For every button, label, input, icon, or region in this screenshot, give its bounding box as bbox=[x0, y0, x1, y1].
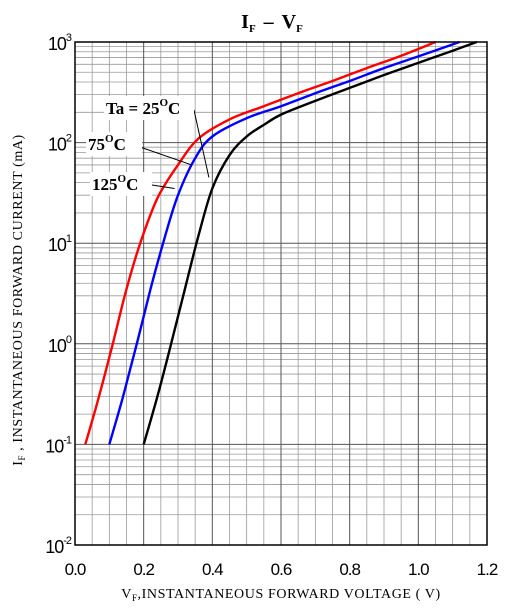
annotation-leader bbox=[139, 146, 192, 166]
y-tick-exponent: 0 bbox=[66, 334, 72, 346]
y-tick-base: 10 bbox=[48, 135, 67, 155]
x-tick-label: 0.8 bbox=[339, 560, 360, 579]
y-tick-label: 100 bbox=[48, 334, 72, 356]
y-tick-base: 10 bbox=[45, 436, 64, 456]
annotation-25c-base: Ta = 25 bbox=[106, 99, 159, 118]
y-tick-label: 101 bbox=[48, 233, 72, 255]
y-tick-exponent: 3 bbox=[66, 32, 72, 44]
y-tick-label: 103 bbox=[48, 32, 72, 54]
title-sub-f2: F bbox=[296, 23, 303, 35]
y-tick-base: 10 bbox=[48, 336, 67, 356]
annotation-leader bbox=[193, 109, 210, 178]
annotation-25c-sup: O bbox=[159, 97, 168, 109]
y-axis-label-text: , INSTANTANEOUS FORWARD CURRENT (mA) bbox=[11, 134, 26, 455]
annotation-75c: 75OC bbox=[88, 133, 126, 154]
y-tick-label: 10-2 bbox=[45, 535, 72, 557]
curve-75c bbox=[108, 40, 460, 445]
x-axis-label-v: V bbox=[121, 587, 132, 602]
annotation-125c: 125OC bbox=[92, 173, 138, 194]
curve-125c bbox=[84, 40, 436, 445]
title-i: I bbox=[241, 11, 249, 33]
annotation-leader bbox=[151, 184, 175, 189]
annotation-125c-base: 125 bbox=[92, 175, 118, 194]
y-tick-exponent: -2 bbox=[63, 535, 72, 547]
y-axis-label: IF , INSTANTANEOUS FORWARD CURRENT (mA) bbox=[11, 134, 27, 466]
annotation-25c: Ta = 25OC bbox=[106, 97, 180, 118]
x-tick-label: 0.2 bbox=[133, 560, 154, 579]
curves bbox=[84, 40, 478, 445]
chart-title: IF – VF bbox=[241, 11, 303, 35]
y-tick-base: 10 bbox=[45, 537, 64, 557]
y-tick-label: 10-1 bbox=[45, 434, 72, 456]
curve-25c bbox=[142, 40, 478, 445]
x-tick-label: 1.2 bbox=[477, 560, 498, 579]
annotation-125c-unit: C bbox=[126, 175, 138, 194]
title-dash: – bbox=[263, 11, 275, 33]
annotation-bg-125c bbox=[90, 172, 152, 196]
x-tick-labels: 0.0 0.2 0.4 0.6 0.8 1.0 1.2 bbox=[65, 560, 499, 579]
annotation-leaders bbox=[139, 109, 210, 189]
x-tick-label: 0.6 bbox=[271, 560, 292, 579]
annotation-bg-25c bbox=[104, 96, 194, 120]
y-axis-label-sub: F bbox=[17, 455, 27, 461]
x-axis-label-sub: F bbox=[132, 593, 138, 603]
annotation-25c-unit: C bbox=[168, 99, 180, 118]
annotation-75c-base: 75 bbox=[88, 135, 105, 154]
title-v: V bbox=[282, 11, 297, 33]
annotation-bg-75c bbox=[86, 132, 142, 156]
title-sub-f1: F bbox=[249, 23, 256, 35]
annotation-125c-sup: O bbox=[118, 173, 127, 185]
x-tick-label: 0.0 bbox=[65, 560, 86, 579]
y-tick-exponent: 2 bbox=[66, 133, 72, 145]
y-tick-label: 102 bbox=[48, 133, 72, 155]
y-tick-base: 10 bbox=[48, 34, 67, 54]
y-tick-exponent: 1 bbox=[66, 233, 72, 245]
x-axis-label: VF,INSTANTANEOUS FORWARD VOLTAGE ( V) bbox=[121, 587, 441, 603]
x-tick-label: 1.0 bbox=[408, 560, 429, 579]
annotation-75c-unit: C bbox=[114, 135, 126, 154]
x-axis-label-text: ,INSTANTANEOUS FORWARD VOLTAGE ( V) bbox=[138, 587, 441, 602]
y-tick-exponent: -1 bbox=[63, 434, 72, 446]
plot-frame bbox=[74, 41, 488, 546]
y-tick-base: 10 bbox=[48, 235, 67, 255]
annotation-75c-sup: O bbox=[105, 133, 114, 145]
y-axis-label-i: I bbox=[11, 461, 26, 466]
x-tick-label: 0.4 bbox=[202, 560, 223, 579]
